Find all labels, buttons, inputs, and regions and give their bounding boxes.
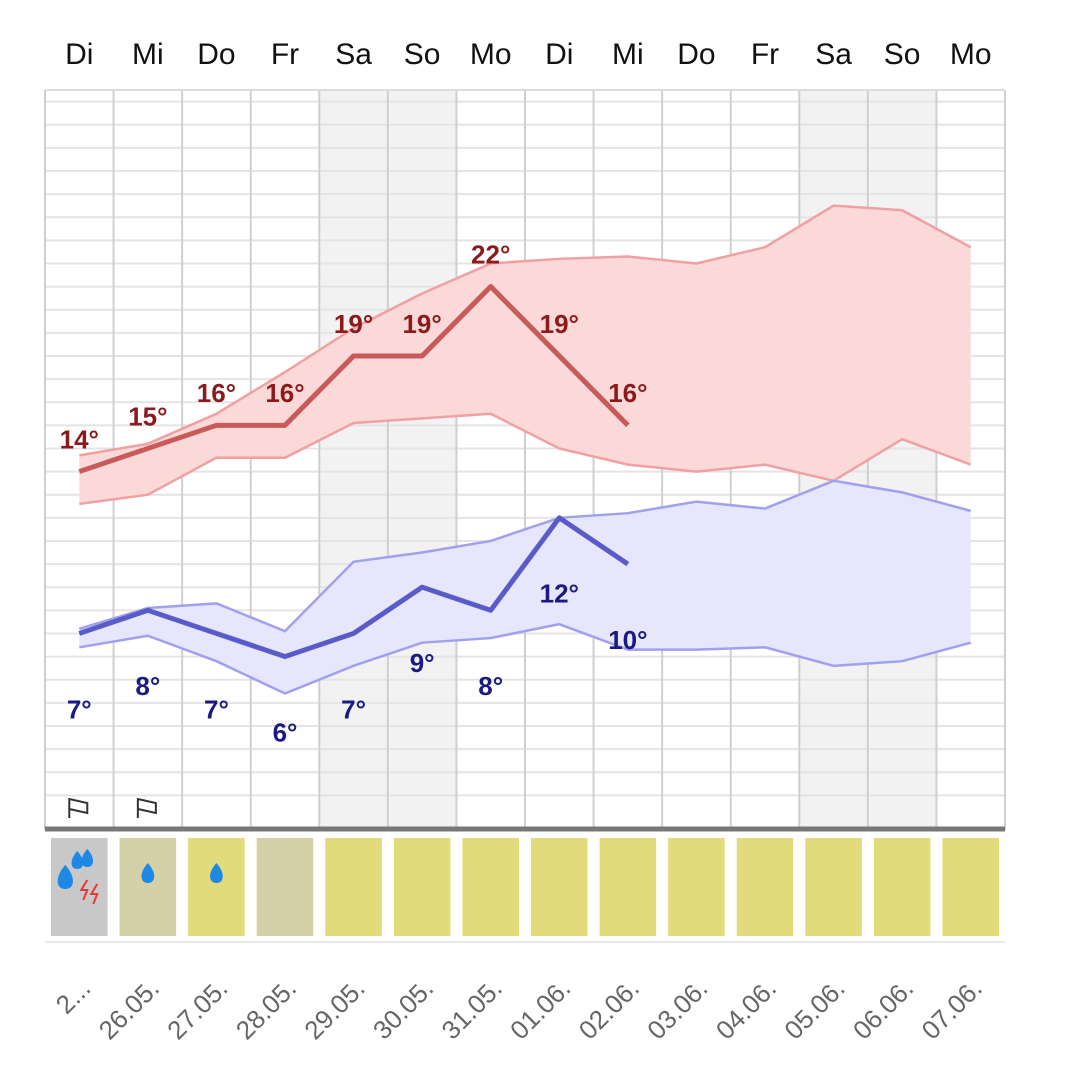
day-label: Mo	[950, 38, 992, 71]
value-label: 19°	[334, 309, 373, 339]
wind-icon	[136, 798, 157, 818]
day-label: Mi	[612, 38, 644, 71]
value-label: 15°	[128, 401, 167, 431]
day-label: Fr	[271, 38, 299, 71]
value-label: 16°	[265, 378, 304, 408]
date-label: 01.06.	[504, 973, 576, 1045]
range-lower	[79, 622, 972, 695]
date-label: 03.06.	[641, 973, 713, 1045]
day-label: Sa	[335, 38, 372, 71]
rain-drop-icon	[57, 865, 73, 889]
day-label: Mo	[470, 38, 512, 71]
wind-icon	[68, 798, 89, 818]
weather-box	[462, 838, 519, 936]
weather-box	[873, 838, 931, 936]
weather-box	[942, 838, 999, 936]
date-label: 28.05.	[230, 973, 302, 1045]
weather-box	[531, 838, 588, 936]
day-label: Do	[677, 38, 715, 71]
date-label: 2...	[50, 973, 97, 1020]
temperature-line	[78, 515, 630, 660]
date-label: 02.06.	[573, 973, 645, 1045]
value-label: 8°	[135, 671, 160, 701]
weather-box	[325, 838, 382, 936]
range-lower	[79, 412, 972, 506]
day-label: Mi	[132, 38, 164, 71]
value-label: 12°	[540, 579, 579, 609]
value-label: 16°	[197, 378, 236, 408]
day-label: Sa	[815, 38, 852, 71]
value-label: 7°	[67, 694, 92, 724]
date-label: 05.06.	[778, 973, 850, 1045]
lightning-icon	[79, 879, 99, 905]
day-label: Fr	[751, 38, 779, 71]
weather-box	[805, 838, 862, 936]
value-label: 19°	[540, 309, 579, 339]
day-label: So	[404, 38, 441, 71]
date-label: 29.05.	[298, 973, 370, 1045]
day-label: Di	[545, 38, 573, 71]
date-label: 04.06.	[710, 973, 782, 1045]
value-label: 22°	[471, 239, 510, 269]
date-label: 30.05.	[367, 973, 439, 1045]
weather-box	[51, 838, 108, 936]
rain-drop-icon	[210, 863, 223, 883]
range-band	[79, 480, 971, 694]
value-label: 9°	[410, 648, 435, 678]
rain-drop-icon	[81, 849, 94, 867]
weather-box	[736, 838, 794, 936]
value-label: 14°	[60, 424, 99, 454]
day-label: Di	[65, 38, 93, 71]
date-label: 07.06.	[915, 973, 987, 1045]
temperature-line	[78, 284, 630, 474]
weather-box	[393, 838, 451, 936]
value-label: 7°	[204, 694, 229, 724]
rain-drop-icon	[71, 851, 84, 869]
value-label: 7°	[341, 694, 366, 724]
weekend-shade	[319, 90, 388, 830]
weather-box	[668, 838, 725, 936]
value-label: 10°	[608, 625, 647, 655]
date-label: 26.05.	[93, 973, 165, 1045]
weather-box	[119, 838, 177, 936]
weather-box	[599, 838, 657, 936]
weather-box	[188, 838, 245, 936]
value-label: 19°	[402, 309, 441, 339]
range-band	[79, 205, 971, 504]
weather-box	[256, 838, 314, 936]
range-upper	[78, 479, 972, 633]
date-label: 06.06.	[847, 973, 919, 1045]
value-label: 6°	[273, 717, 298, 747]
rain-drop-icon	[141, 863, 155, 883]
value-label: 8°	[478, 671, 503, 701]
day-label: So	[884, 38, 921, 71]
date-label: 27.05.	[161, 973, 233, 1045]
day-label: Do	[197, 38, 235, 71]
date-label: 31.05.	[435, 973, 507, 1045]
weekend-shade	[867, 90, 937, 830]
weekend-shade	[387, 90, 457, 830]
range-upper	[79, 204, 972, 457]
value-label: 16°	[608, 378, 647, 408]
